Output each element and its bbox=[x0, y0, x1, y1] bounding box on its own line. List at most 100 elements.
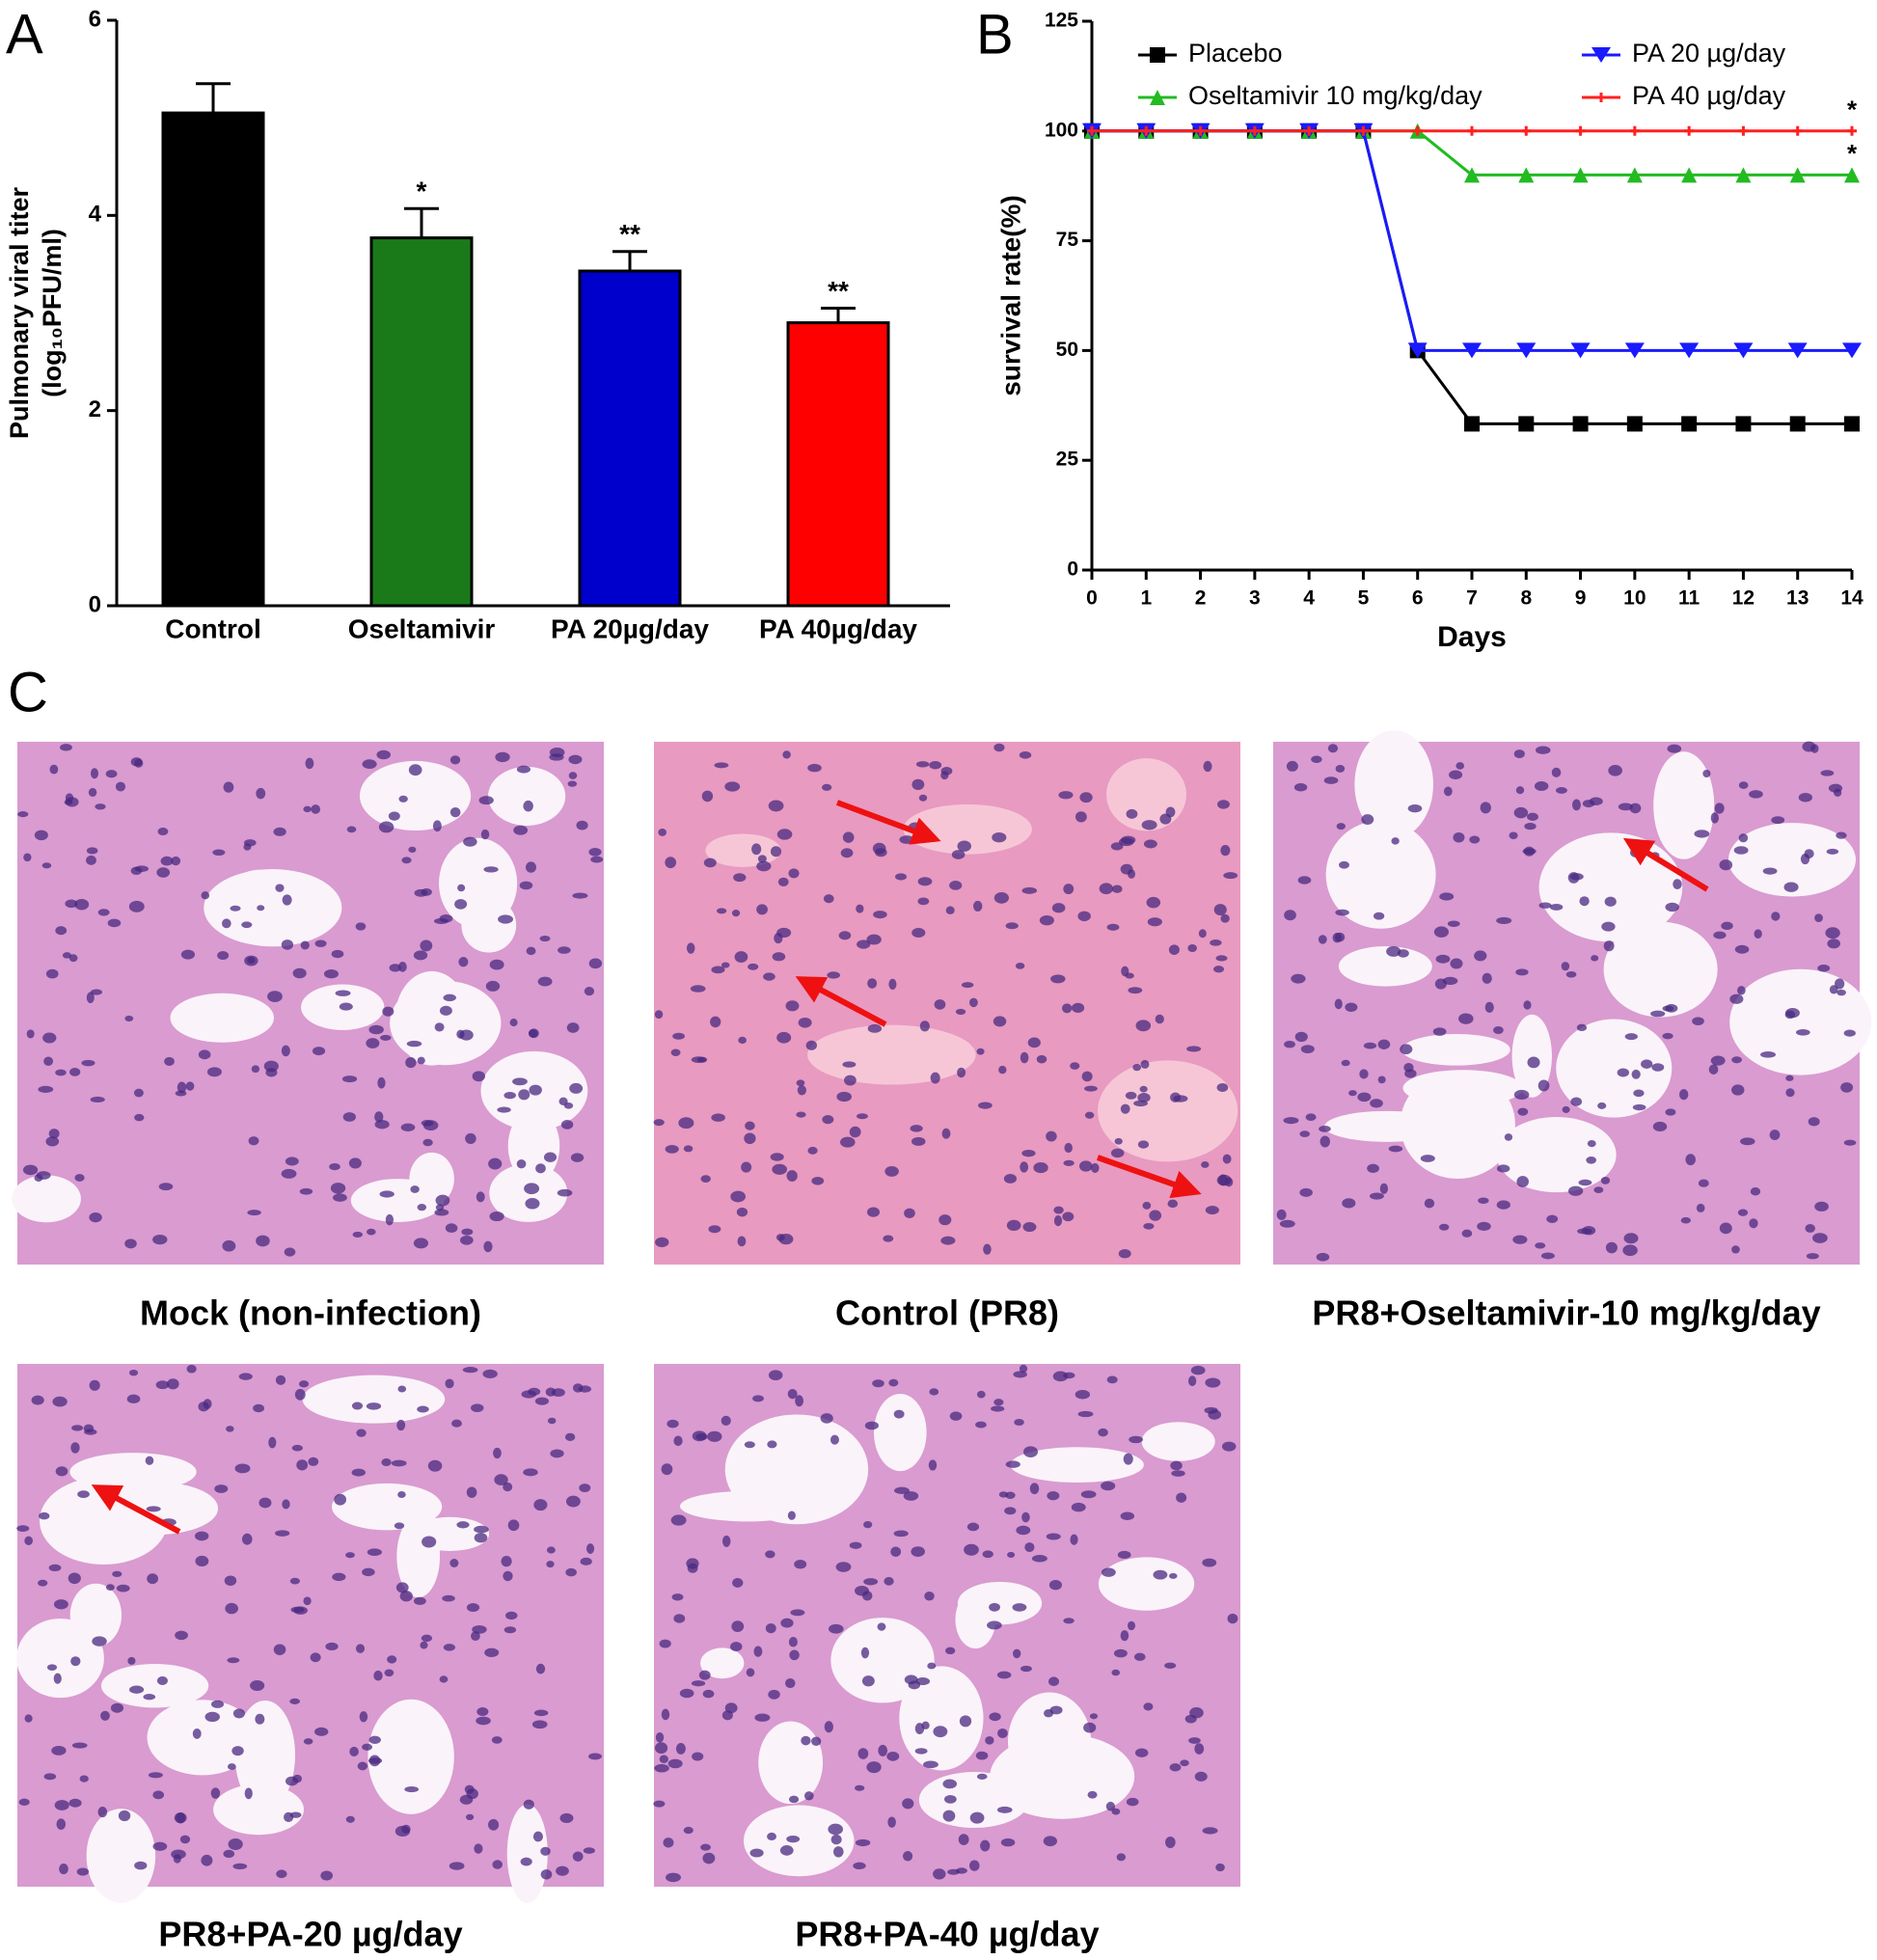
nucleus bbox=[100, 1710, 110, 1721]
nucleus bbox=[969, 1811, 985, 1824]
nucleus bbox=[1710, 1055, 1726, 1066]
nucleus bbox=[1828, 783, 1843, 793]
nucleus bbox=[1391, 837, 1400, 845]
nucleus bbox=[943, 1795, 957, 1804]
nucleus bbox=[1439, 1223, 1450, 1231]
nucleus bbox=[367, 1548, 382, 1557]
panel-label: C bbox=[8, 661, 48, 723]
nucleus bbox=[807, 1146, 818, 1155]
nucleus bbox=[400, 1123, 416, 1131]
nucleus bbox=[765, 1623, 776, 1634]
nucleus bbox=[439, 1005, 452, 1016]
nucleus bbox=[303, 805, 312, 813]
nucleus bbox=[1587, 1139, 1596, 1148]
alveolus bbox=[1603, 921, 1718, 1018]
nucleus bbox=[289, 1811, 302, 1818]
point bbox=[1304, 125, 1315, 136]
alveolus bbox=[359, 760, 472, 831]
nucleus bbox=[192, 1728, 202, 1739]
nucleus bbox=[683, 1145, 694, 1153]
nucleus bbox=[484, 1647, 500, 1658]
nucleus bbox=[861, 1675, 875, 1687]
nucleus bbox=[959, 1715, 972, 1728]
nucleus bbox=[711, 1113, 725, 1122]
nucleus bbox=[653, 1119, 665, 1127]
nucleus bbox=[1113, 1648, 1128, 1658]
nucleus bbox=[1021, 886, 1038, 894]
nucleus bbox=[710, 1016, 721, 1028]
nucleus bbox=[355, 922, 367, 931]
nucleus bbox=[51, 1745, 67, 1756]
nucleus bbox=[31, 1395, 44, 1405]
nucleus bbox=[1513, 1089, 1530, 1101]
nucleus bbox=[227, 1763, 236, 1770]
nucleus bbox=[661, 1463, 673, 1476]
nucleus bbox=[890, 1546, 902, 1558]
nucleus bbox=[570, 1153, 585, 1162]
nucleus bbox=[1601, 921, 1616, 932]
nucleus bbox=[53, 1599, 68, 1610]
nucleus bbox=[384, 1669, 394, 1677]
nucleus bbox=[247, 1210, 261, 1216]
nucleus bbox=[1571, 799, 1581, 811]
nucleus bbox=[1509, 831, 1518, 840]
nucleus bbox=[654, 1010, 664, 1020]
nucleus bbox=[1155, 1014, 1164, 1024]
nucleus bbox=[829, 1623, 844, 1634]
nucleus bbox=[1836, 831, 1847, 839]
x-tick-label: 1 bbox=[1140, 587, 1152, 610]
nucleus bbox=[1576, 1023, 1588, 1032]
nucleus bbox=[48, 1564, 62, 1572]
nucleus bbox=[1650, 1010, 1666, 1018]
x-tick-label: 7 bbox=[1466, 587, 1478, 610]
nucleus bbox=[397, 1490, 406, 1499]
nucleus bbox=[893, 1409, 905, 1419]
nucleus bbox=[558, 1097, 568, 1105]
nucleus bbox=[1714, 803, 1725, 814]
x-tick-label: 9 bbox=[1575, 587, 1587, 610]
nucleus bbox=[1680, 1216, 1691, 1224]
arrow bbox=[91, 1484, 181, 1535]
nucleus bbox=[714, 762, 729, 769]
nucleus bbox=[1603, 940, 1615, 952]
nucleus bbox=[1370, 1099, 1383, 1108]
nucleus bbox=[1631, 1069, 1641, 1079]
nucleus bbox=[449, 1862, 465, 1870]
alveolus bbox=[1098, 1557, 1195, 1611]
nucleus bbox=[992, 832, 1007, 843]
nucleus bbox=[465, 1132, 476, 1144]
nucleus bbox=[777, 877, 789, 886]
nucleus bbox=[785, 1000, 800, 1012]
nucleus bbox=[471, 1631, 480, 1642]
nucleus bbox=[476, 1716, 491, 1726]
nucleus bbox=[210, 1700, 225, 1708]
error-bar bbox=[404, 206, 439, 238]
nucleus bbox=[1013, 1648, 1021, 1659]
point bbox=[1735, 416, 1752, 432]
nucleus bbox=[276, 1869, 287, 1879]
nucleus bbox=[134, 758, 144, 768]
alveolus bbox=[367, 1699, 454, 1814]
nucleus bbox=[312, 1047, 326, 1056]
nucleus bbox=[156, 1675, 168, 1685]
x-tick-label: 3 bbox=[1249, 587, 1261, 610]
nucleus bbox=[507, 1519, 520, 1532]
nucleus bbox=[1336, 823, 1346, 830]
nucleus bbox=[222, 918, 231, 929]
nucleus bbox=[56, 1818, 67, 1830]
point bbox=[1792, 125, 1803, 136]
nucleus bbox=[666, 1872, 681, 1883]
point bbox=[1626, 167, 1643, 183]
nucleus bbox=[281, 939, 294, 950]
nucleus bbox=[779, 1845, 794, 1856]
nucleus bbox=[281, 1045, 290, 1057]
nucleus bbox=[70, 1656, 81, 1667]
nucleus bbox=[1291, 973, 1306, 984]
nucleus bbox=[303, 1738, 313, 1745]
nucleus bbox=[1679, 1089, 1689, 1101]
nucleus bbox=[374, 1111, 384, 1123]
nucleus bbox=[572, 892, 588, 899]
x-tick-label: 14 bbox=[1840, 587, 1863, 610]
nucleus bbox=[673, 1435, 683, 1447]
nucleus bbox=[323, 968, 339, 979]
